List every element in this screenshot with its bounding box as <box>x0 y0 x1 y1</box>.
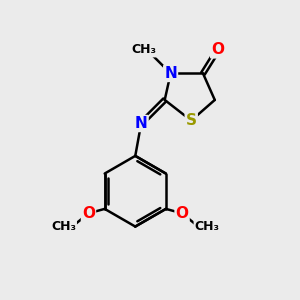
Text: O: O <box>82 206 95 221</box>
Text: CH₃: CH₃ <box>132 44 157 56</box>
Text: CH₃: CH₃ <box>51 220 76 233</box>
Text: N: N <box>164 66 177 81</box>
Text: S: S <box>186 113 197 128</box>
Text: O: O <box>176 206 189 221</box>
Text: CH₃: CH₃ <box>195 220 220 233</box>
Text: O: O <box>211 42 224 57</box>
Text: N: N <box>135 116 148 131</box>
